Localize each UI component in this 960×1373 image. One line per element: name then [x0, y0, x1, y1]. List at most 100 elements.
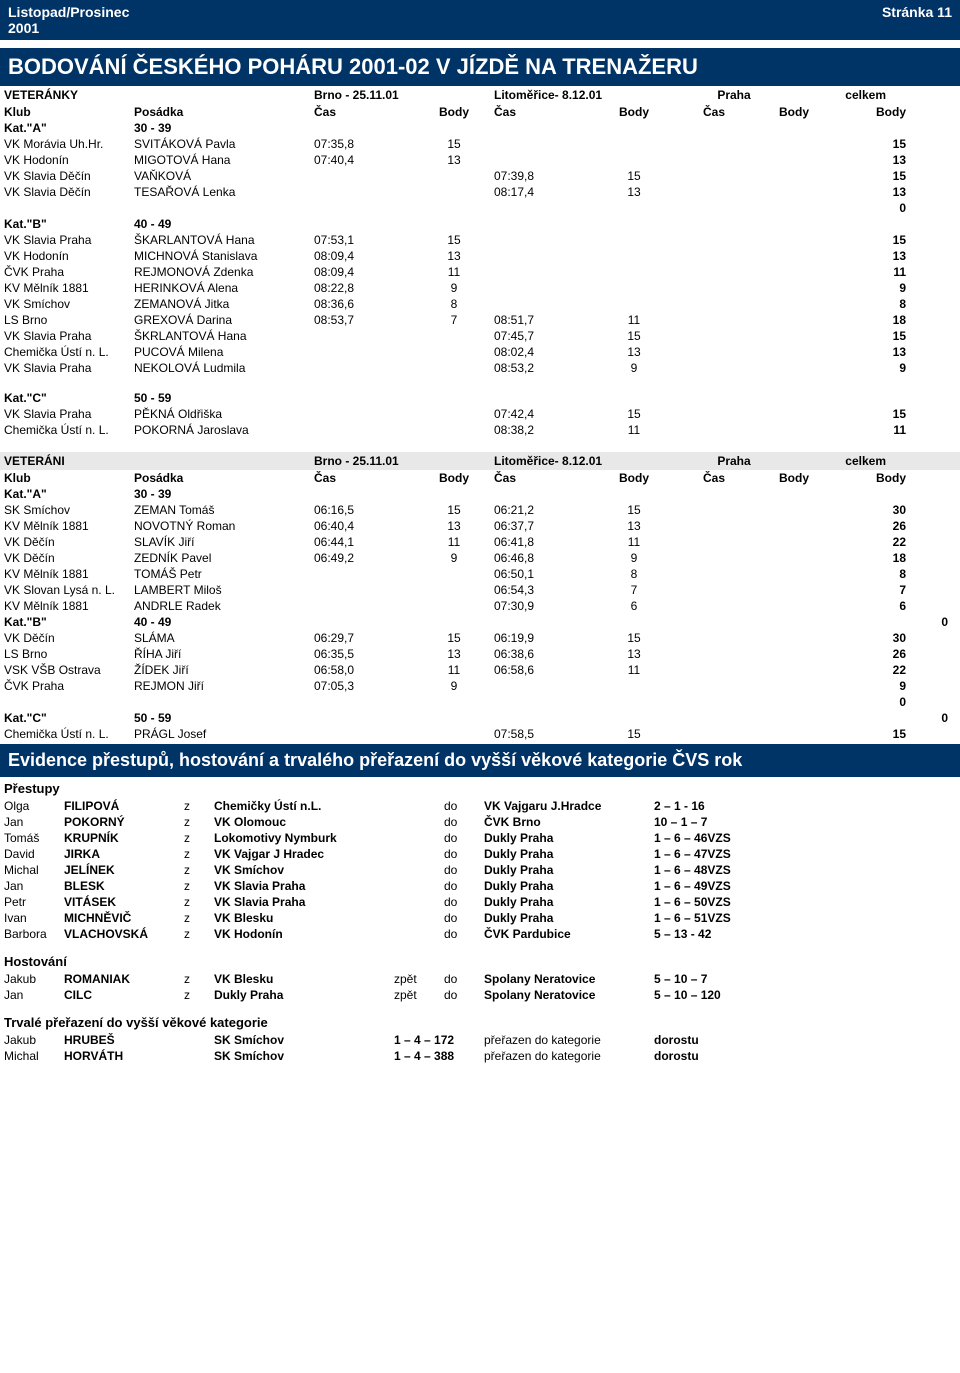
number: 2 – 1 - 16	[654, 799, 804, 813]
cell-body3	[754, 281, 834, 295]
cell-cas3	[674, 423, 754, 437]
first-name: Jan	[4, 988, 64, 1002]
via	[394, 815, 444, 829]
via: zpět	[394, 988, 444, 1002]
cell-body2: 15	[594, 329, 674, 343]
cell-cas1: 06:58,0	[314, 663, 414, 677]
cat-label: Kat."C"	[4, 711, 134, 725]
cell-posadka: ŘÍHA Jiří	[134, 647, 314, 661]
cell-cas3	[674, 169, 754, 183]
cell-klub: KV Mělník 1881	[4, 599, 134, 613]
cell-cas3	[674, 185, 754, 199]
cell-posadka: POKORNÁ Jaroslava	[134, 423, 314, 437]
cell-cas1	[314, 567, 414, 581]
first-name: Jan	[4, 879, 64, 893]
cat-a-m-header: Kat."A" 30 - 39	[0, 486, 960, 502]
header-page: Stránka 11	[882, 4, 952, 36]
first-name: Michal	[4, 863, 64, 877]
cell-cas3	[674, 297, 754, 311]
cell-body3	[754, 631, 834, 645]
club: SK Smíchov	[214, 1049, 394, 1063]
event-litomerice: Litoměřice- 8.12.01	[494, 454, 674, 468]
first-name: David	[4, 847, 64, 861]
col-body1: Body	[414, 105, 494, 119]
col-cas3: Čas	[674, 471, 754, 485]
cell-body1	[414, 583, 494, 597]
cat-range: 30 - 39	[134, 121, 314, 135]
cell-posadka: ŽÍDEK Jiří	[134, 663, 314, 677]
cell-klub: VK Děčín	[4, 535, 134, 549]
cell-body2: 15	[594, 503, 674, 517]
cell-body2	[594, 137, 674, 151]
cell-cas2: 06:19,9	[494, 631, 594, 645]
cat-a-m-rows: SK SmíchovZEMAN Tomáš06:16,51506:21,2153…	[0, 502, 960, 614]
transfer-row: OlgaFILIPOVÁzChemičky Ústí n.L.doVK Vajg…	[0, 798, 960, 814]
cat-range: 50 - 59	[134, 391, 314, 405]
do-label: do	[444, 863, 484, 877]
via	[394, 879, 444, 893]
cell-body3	[754, 361, 834, 375]
prestupy-rows: OlgaFILIPOVÁzChemičky Ústí n.L.doVK Vajg…	[0, 798, 960, 942]
cell-posadka: SVITÁKOVÁ Pavla	[134, 137, 314, 151]
cell-total: 30	[834, 631, 914, 645]
cell-cas2: 06:46,8	[494, 551, 594, 565]
cell-total: 8	[834, 567, 914, 581]
cell-body1: 11	[414, 663, 494, 677]
cell-klub: VK Slavia Děčín	[4, 185, 134, 199]
cell-klub: Chemička Ústí n. L.	[4, 423, 134, 437]
transfer-row: IvanMICHNĚVIČzVK BleskudoDukly Praha1 – …	[0, 910, 960, 926]
cell-cas3	[674, 361, 754, 375]
cell-total: 15	[834, 169, 914, 183]
cell-body1	[414, 727, 494, 741]
cell-body3	[754, 329, 834, 343]
cell-cas1	[314, 423, 414, 437]
events-label: VETERÁNI	[4, 454, 314, 468]
cell-body1: 9	[414, 679, 494, 693]
first-name: Ivan	[4, 911, 64, 925]
cell-cas3	[674, 281, 754, 295]
cat-label: Kat."A"	[4, 487, 134, 501]
via	[394, 831, 444, 845]
cell-total: 11	[834, 423, 914, 437]
to-club: Spolany Neratovice	[484, 972, 654, 986]
cell-cas3	[674, 137, 754, 151]
to-club: ČVK Brno	[484, 815, 654, 829]
number: 1 – 6 – 48VZS	[654, 863, 804, 877]
cell-body2: 11	[594, 663, 674, 677]
first-name: Barbora	[4, 927, 64, 941]
cell-cas3	[674, 249, 754, 263]
first-name: Tomáš	[4, 831, 64, 845]
cell-cas2: 06:50,1	[494, 567, 594, 581]
cell-cas1	[314, 329, 414, 343]
cell-total: 11	[834, 265, 914, 279]
cell-body3	[754, 345, 834, 359]
last-name: CILC	[64, 988, 184, 1002]
cell-total: 15	[834, 329, 914, 343]
cell-posadka	[134, 201, 314, 215]
cell-total: 13	[834, 185, 914, 199]
last-name: FILIPOVÁ	[64, 799, 184, 813]
cat-b-f-rows: VK Slavia PrahaŠKARLANTOVÁ Hana07:53,115…	[0, 232, 960, 376]
cell-klub: VK Děčín	[4, 631, 134, 645]
cell-total: 13	[834, 249, 914, 263]
event-praha: Praha	[674, 88, 794, 102]
cell-posadka: ZEMAN Tomáš	[134, 503, 314, 517]
header-left: Listopad/Prosinec 2001	[8, 4, 129, 36]
cell-total: 0	[834, 695, 914, 709]
cat-label: Kat."C"	[4, 391, 134, 405]
cell-klub: VK Hodonín	[4, 249, 134, 263]
result-row: VK Slovan Lysá n. L.LAMBERT Miloš06:54,3…	[0, 582, 960, 598]
cell-cas2	[494, 695, 594, 709]
z-label: z	[184, 831, 214, 845]
result-row: ČVK PrahaREJMON Jiří07:05,399	[0, 678, 960, 694]
cell-cas3	[674, 265, 754, 279]
cell-posadka: ŠKARLANTOVÁ Hana	[134, 233, 314, 247]
to-club: VK Vajgaru J.Hradce	[484, 799, 654, 813]
cell-posadka: REJMON Jiří	[134, 679, 314, 693]
cell-cas1: 08:22,8	[314, 281, 414, 295]
cell-body2	[594, 281, 674, 295]
cell-cas3	[674, 599, 754, 613]
header-month: Listopad/Prosinec	[8, 4, 129, 20]
number: 1 – 6 – 46VZS	[654, 831, 804, 845]
cell-total: 9	[834, 679, 914, 693]
